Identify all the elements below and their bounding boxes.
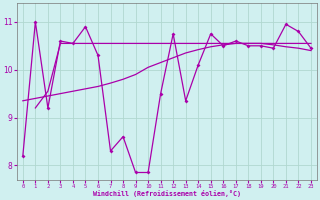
X-axis label: Windchill (Refroidissement éolien,°C): Windchill (Refroidissement éolien,°C) — [93, 190, 241, 197]
